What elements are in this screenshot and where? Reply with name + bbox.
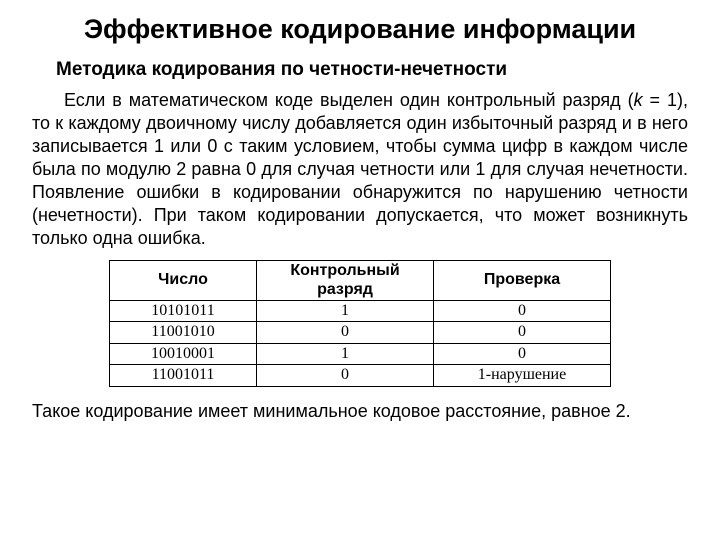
table-cell: 0	[434, 322, 611, 343]
table-wrapper: Число Контрольный разряд Проверка 101010…	[32, 260, 688, 386]
table-cell: 10010001	[110, 343, 257, 364]
paragraph-prefix: Если в математическом коде выделен один …	[64, 90, 634, 110]
parity-table: Число Контрольный разряд Проверка 101010…	[109, 260, 611, 386]
table-cell: 0	[257, 365, 434, 386]
table-cell: 0	[257, 322, 434, 343]
section-subtitle: Методика кодирования по четности-нечетно…	[56, 59, 688, 81]
table-header-row: Число Контрольный разряд Проверка	[110, 261, 611, 301]
page-title: Эффективное кодирование информации	[32, 14, 688, 45]
table-header-cell: Контрольный разряд	[257, 261, 434, 301]
table-header-cell: Проверка	[434, 261, 611, 301]
table-cell: 1	[257, 301, 434, 322]
slide: Эффективное кодирование информации Метод…	[0, 0, 720, 540]
body-paragraph: Если в математическом коде выделен один …	[32, 89, 688, 250]
footer-note: Такое кодирование имеет минимальное кодо…	[32, 401, 688, 422]
table-row: 10010001 1 0	[110, 343, 611, 364]
table-cell: 11001011	[110, 365, 257, 386]
table-cell: 0	[434, 301, 611, 322]
table-cell: 10101011	[110, 301, 257, 322]
table-row: 10101011 1 0	[110, 301, 611, 322]
table-cell: 1	[257, 343, 434, 364]
table-cell: 0	[434, 343, 611, 364]
table-cell: 11001010	[110, 322, 257, 343]
table-row: 11001010 0 0	[110, 322, 611, 343]
table-header-cell: Число	[110, 261, 257, 301]
paragraph-k-var: k	[634, 90, 643, 110]
table-row: 11001011 0 1-нарушение	[110, 365, 611, 386]
table-cell: 1-нарушение	[434, 365, 611, 386]
paragraph-rest: = 1), то к каждому двоичному числу добав…	[32, 90, 688, 248]
